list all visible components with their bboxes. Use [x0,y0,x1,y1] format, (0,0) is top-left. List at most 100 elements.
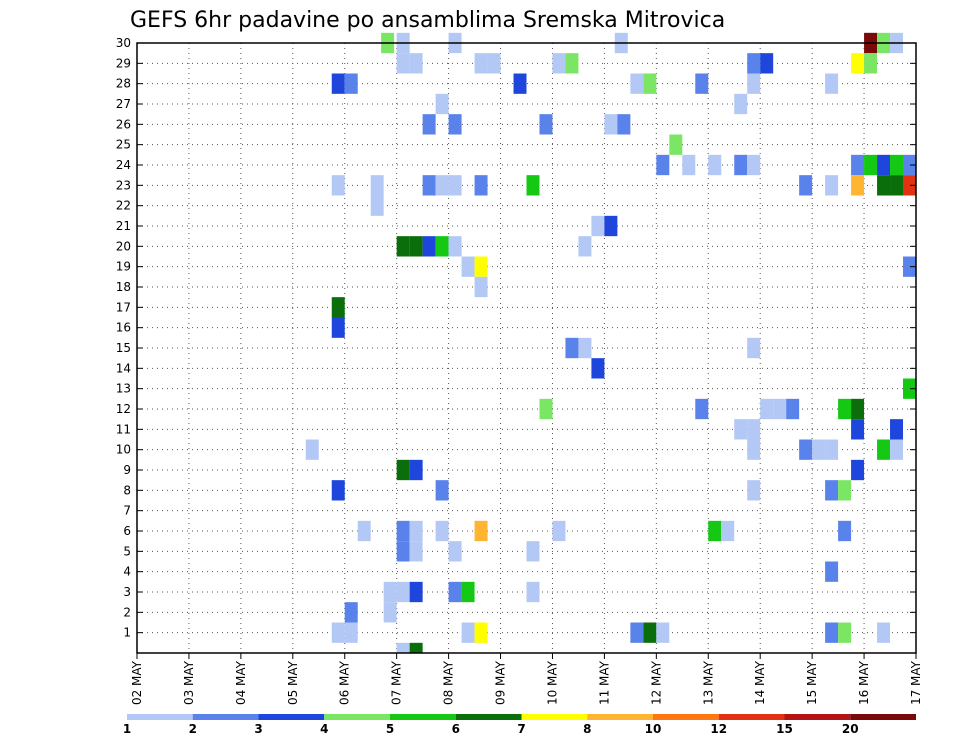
y-tick-label: 29 [116,56,131,70]
precip-cell [331,73,345,94]
precip-cell [903,175,916,196]
precip-cell [825,480,839,501]
precip-cell [682,154,696,176]
precip-cell [734,154,748,176]
y-tick-label: 1 [123,626,131,640]
precip-cell [877,154,891,176]
y-tick-label: 25 [116,138,131,152]
precip-cell [422,175,436,196]
precip-cell [331,175,345,196]
precip-cell [448,175,462,196]
y-tick-label: 24 [116,158,131,172]
x-tick-label: 09 MAY [494,660,508,705]
precip-cell [890,419,904,440]
precip-cell [838,480,852,501]
legend: 1 2 3 4 5 6 7 8 10 12 15 20 [123,714,916,736]
precip-cell [487,53,501,74]
precip-cell [591,215,605,237]
precip-cell [383,602,397,623]
precip-cell [630,73,644,94]
y-tick-label: 2 [123,605,131,619]
legend-label: 20 [842,722,859,736]
precip-cell [851,175,865,196]
precip-cell [630,622,644,643]
legend-swatch [784,714,851,720]
precip-cell [331,317,345,338]
legend-label: 12 [710,722,727,736]
y-tick-label: 3 [123,585,131,599]
legend-label: 10 [645,722,662,736]
x-tick-label: 02 MAY [130,660,144,705]
precip-cell [812,439,826,460]
y-tick-label: 13 [116,382,131,396]
precip-cell [851,53,865,74]
precip-cell [604,215,618,237]
x-tick-label: 11 MAY [597,660,611,705]
precip-cell [903,154,916,176]
precip-cell [903,256,916,277]
precip-cell [357,520,371,542]
precip-cell [786,398,800,420]
precip-cell [370,175,384,196]
legend-swatch [455,714,522,720]
precip-cell [474,175,488,196]
precip-cell [890,154,904,176]
y-tick-label: 19 [116,260,131,274]
legend-label: 3 [254,722,262,736]
legend-swatch [718,714,785,720]
precip-cell [435,236,449,257]
x-tick-label: 12 MAY [649,660,663,705]
precip-cell [539,398,553,420]
precip-cell [513,73,527,94]
precip-cell [851,398,865,420]
precip-cell [526,175,540,196]
precip-cell [552,53,566,74]
precip-cell [474,276,488,298]
precip-cell [721,520,735,542]
precip-cell [409,581,423,603]
legend-label: 4 [320,722,328,736]
precip-cell [370,195,384,216]
x-axis: 02 MAY 03 MAY 04 MAY 05 MAY 06 MAY 07 MAY 08 M… [130,653,923,705]
precip-cell [448,114,462,135]
precip-cell [799,175,813,196]
precip-cell [747,337,761,359]
y-tick-label: 30 [116,36,131,50]
data-cells [305,32,916,653]
precip-cell [435,480,449,501]
x-tick-label: 16 MAY [857,660,871,705]
precip-cell [565,337,579,359]
legend-swatch [850,714,916,720]
legend-swatch [324,714,390,720]
precip-cell [396,459,410,481]
legend-swatch [192,714,259,720]
legend-label: 15 [776,722,793,736]
y-tick-label: 23 [116,178,131,192]
precip-cell [877,622,891,643]
y-tick-label: 12 [116,402,131,416]
precip-cell [864,154,878,176]
precip-cell [448,541,462,562]
precip-cell [461,256,475,277]
x-tick-label: 04 MAY [234,660,248,705]
precip-cell [539,114,553,135]
precip-cell [474,53,488,74]
precip-cell [474,520,488,542]
precip-cell [851,154,865,176]
precip-cell [435,520,449,542]
precip-cell [409,459,423,481]
precip-cell [825,73,839,94]
y-tick-label: 21 [116,219,131,233]
legend-swatch [653,714,719,720]
precip-cell [656,622,670,643]
precip-cell [799,439,813,460]
y-tick-label: 28 [116,77,131,91]
precip-cell [695,398,709,420]
precip-cell [747,53,761,74]
y-tick-label: 6 [123,524,131,538]
precip-cell [825,561,839,582]
precip-cell [331,297,345,318]
precip-cell [461,622,475,643]
precip-cell [643,73,657,94]
